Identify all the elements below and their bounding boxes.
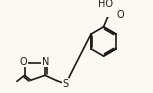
Text: O: O [20, 57, 28, 67]
Text: HO: HO [98, 0, 113, 9]
Text: O: O [117, 10, 125, 20]
Text: S: S [63, 79, 69, 89]
Text: N: N [42, 57, 50, 67]
